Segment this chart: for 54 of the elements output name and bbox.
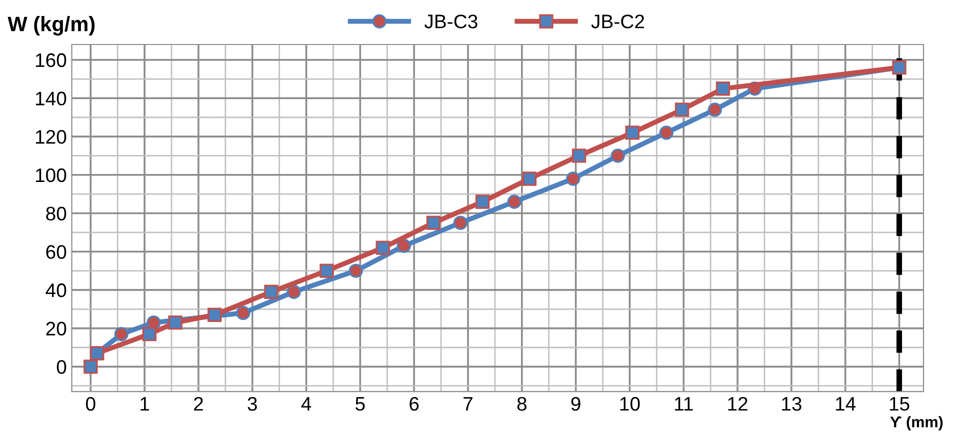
point (142, 326, 156, 342)
point (572, 148, 586, 163)
point (674, 102, 690, 117)
point (396, 238, 411, 253)
x-tick-label: 7 (464, 397, 472, 411)
point (146, 315, 161, 330)
y-tick-label: 120 (36, 130, 66, 144)
x-tick-label: 4 (301, 397, 312, 411)
x-tick-label: 15 (890, 397, 910, 411)
x-tick-label: 8 (517, 396, 526, 411)
x-tick-label: 13 (782, 396, 802, 411)
point (522, 172, 537, 186)
x-tick-label: 5 (356, 397, 365, 411)
x-tick-label: 11 (675, 397, 693, 411)
x-tick-label: 2 (194, 396, 203, 411)
point (320, 264, 334, 278)
point (453, 216, 468, 230)
y-tick-label: 20 (46, 322, 66, 336)
legend-label: JB-C2 (591, 14, 644, 28)
y-axis-title: W (kg/m) (8, 16, 95, 36)
point (264, 284, 278, 299)
point (659, 126, 674, 140)
x-tick-label: 10 (620, 396, 640, 411)
y-tick-label: 100 (36, 168, 66, 182)
point (208, 308, 222, 322)
y-tick-label: 0 (56, 360, 66, 374)
point (708, 102, 722, 117)
point (716, 82, 730, 96)
x-tick-label: 9 (571, 396, 580, 411)
point (286, 284, 301, 299)
x-tick-label: 14 (836, 397, 856, 411)
x-tick-label: 12 (728, 396, 748, 411)
x-tick-label: 0 (86, 396, 96, 411)
point (610, 148, 625, 163)
point (426, 216, 441, 230)
y-tick-label: 80 (46, 206, 66, 220)
point (236, 306, 250, 320)
legend-label: JB-C3 (424, 14, 478, 28)
point (507, 194, 522, 209)
point (168, 315, 182, 330)
y-tick-label: 160 (36, 53, 66, 68)
x-tick-label: 1 (140, 397, 150, 411)
x-tick-label: 6 (410, 396, 419, 411)
y-tick-label: 140 (36, 92, 66, 106)
point (625, 126, 640, 140)
y-tick-label: 60 (46, 245, 66, 259)
y-tick-label: 40 (46, 283, 66, 298)
point (475, 194, 490, 209)
point (114, 326, 128, 342)
point (376, 240, 390, 255)
x-axis-title: ϒ (mm) (890, 416, 943, 430)
point (566, 172, 580, 186)
x-tick-label: 3 (248, 396, 257, 411)
point (348, 264, 363, 278)
